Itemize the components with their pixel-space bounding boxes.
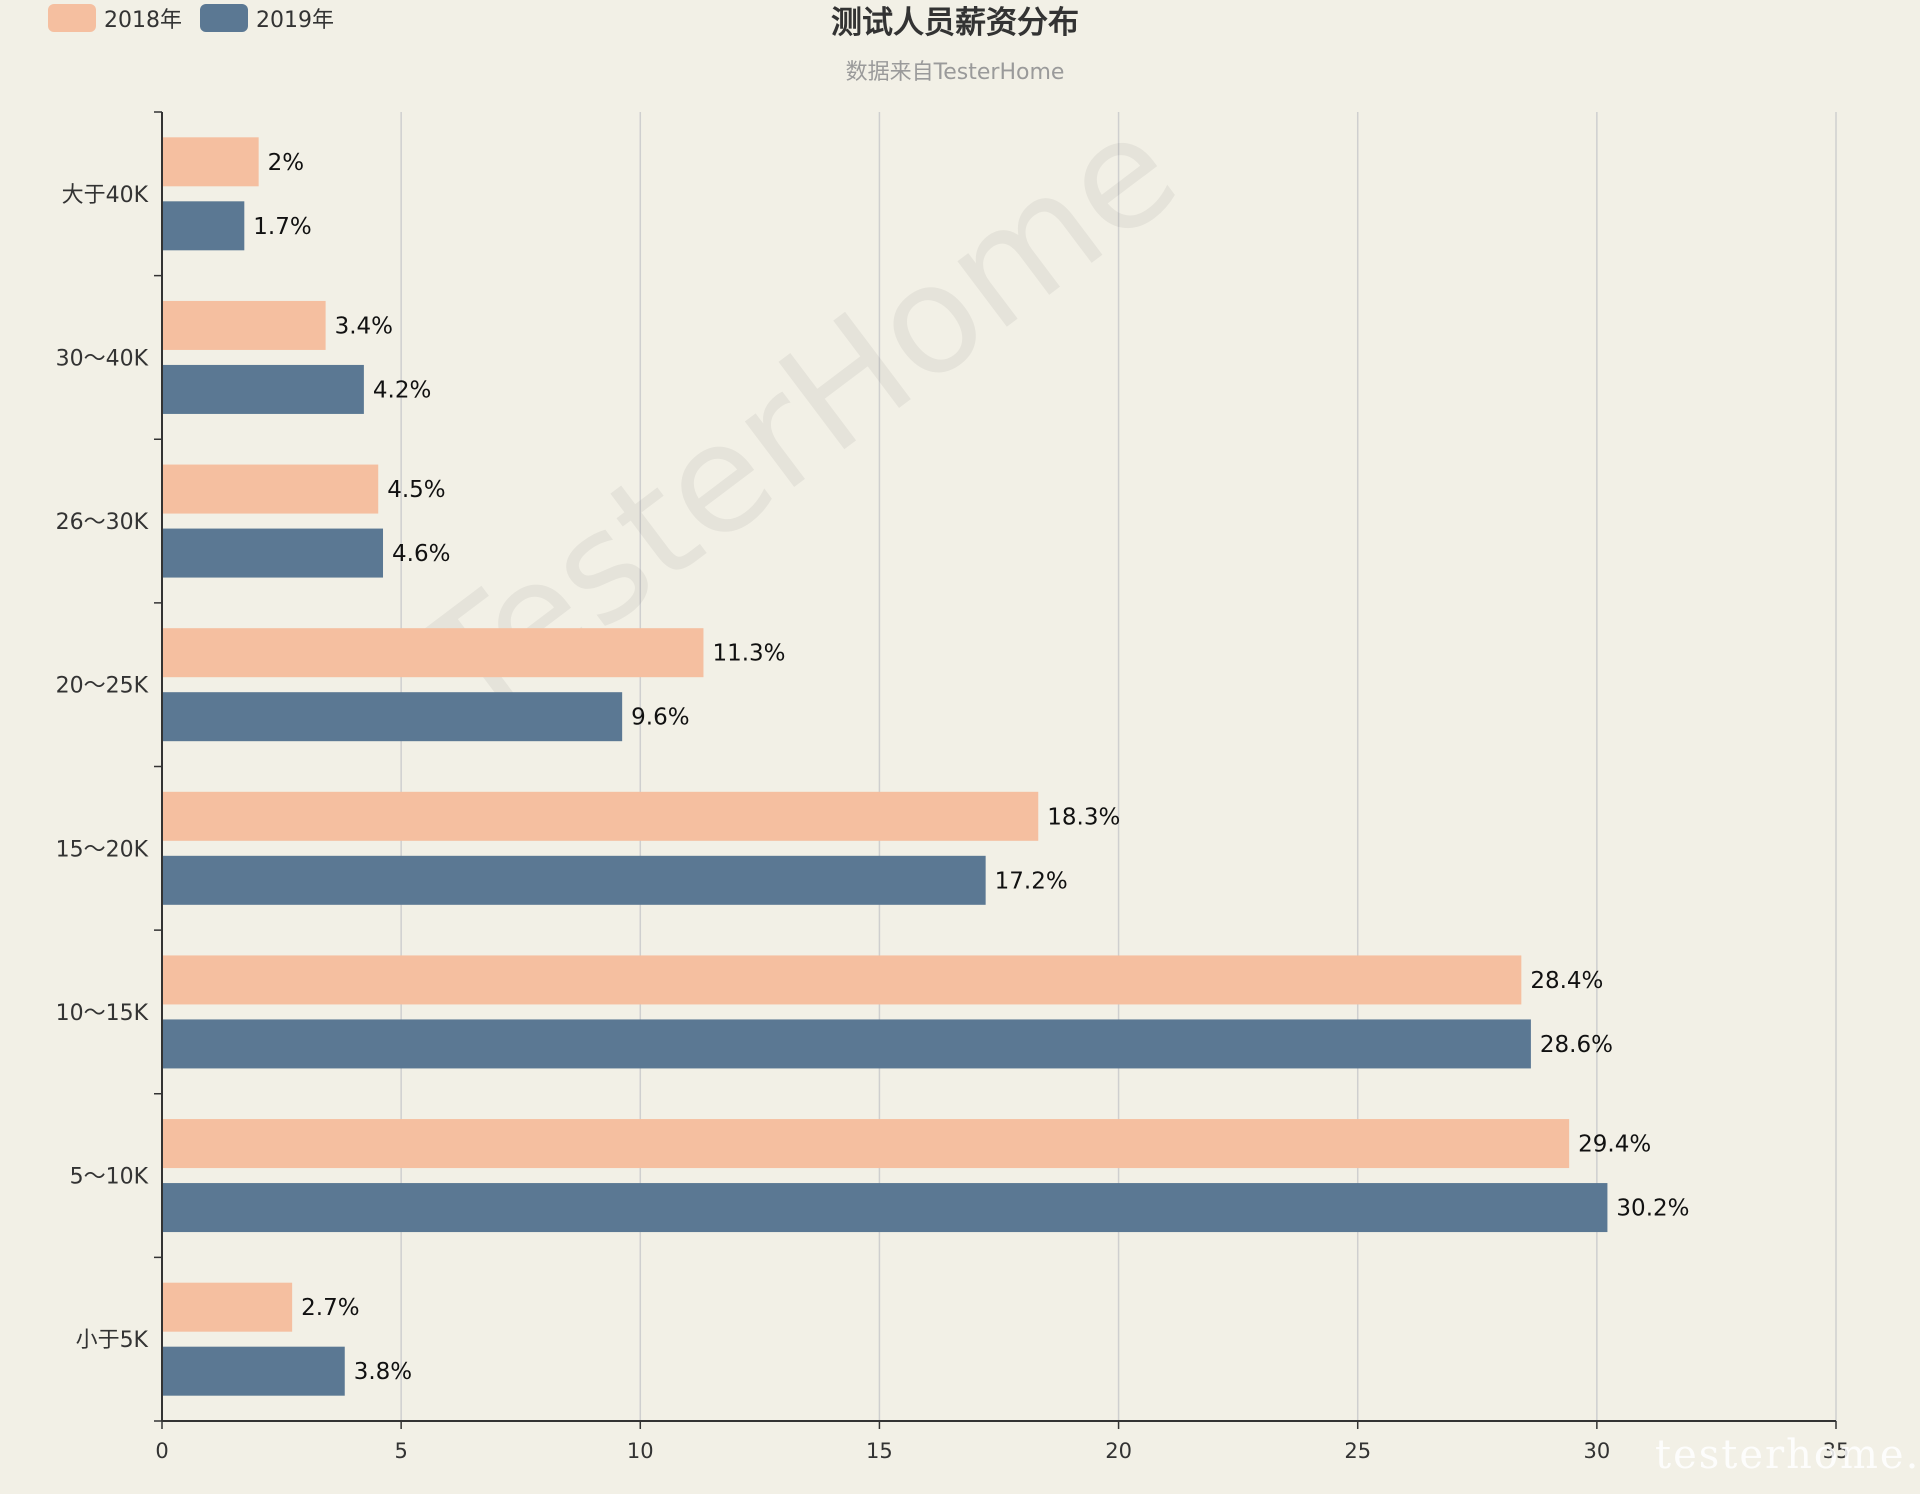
bar-2018-7[interactable]: [163, 1282, 293, 1332]
x-tick-label-25: 25: [1344, 1439, 1371, 1463]
legend-swatch-2018: [48, 4, 96, 32]
category-label: 5～10K: [70, 1165, 149, 1190]
bar-2018-5[interactable]: [163, 955, 1522, 1005]
data-label: 3.4%: [335, 313, 393, 339]
data-label: 28.6%: [1540, 1032, 1613, 1058]
data-label: 3.8%: [354, 1359, 412, 1385]
data-label: 18.3%: [1047, 804, 1120, 830]
x-tick-label-10: 10: [627, 1439, 654, 1463]
axis-layer: 0 5 10 15 20 25 30 35 大于40K 30～40K 26～30K 20～25K 15～…: [56, 111, 1850, 1463]
data-label: 28.4%: [1530, 968, 1603, 994]
data-label: 4.6%: [392, 541, 450, 567]
bar-2018-2[interactable]: [163, 464, 379, 514]
bar-2019-2[interactable]: [163, 528, 384, 578]
legend-label-2018: 2018年: [104, 8, 182, 33]
x-tick-label-30: 30: [1583, 1439, 1610, 1463]
legend-swatch-2019: [200, 4, 248, 32]
bar-2018-6[interactable]: [163, 1119, 1570, 1169]
bar-2019-3[interactable]: [163, 692, 623, 742]
corner-watermark: testerhome.com: [1655, 1432, 1920, 1478]
category-label: 26～30K: [56, 510, 149, 535]
bar-2019-5[interactable]: [163, 1019, 1531, 1069]
category-label: 20～25K: [56, 674, 149, 699]
grid-layer: [400, 112, 1837, 1421]
data-label: 2%: [268, 150, 305, 176]
x-tick-label-5: 5: [394, 1439, 407, 1463]
category-label: 10～15K: [56, 1001, 149, 1026]
x-tick-label-0: 0: [155, 1439, 168, 1463]
bar-2018-4[interactable]: [163, 791, 1039, 841]
chart-subtitle: 数据来自TesterHome: [846, 60, 1065, 85]
bar-2018-3[interactable]: [163, 628, 704, 678]
x-tick-label-35: 35: [1823, 1439, 1850, 1463]
category-label: 小于5K: [76, 1328, 149, 1353]
bar-2019-4[interactable]: [163, 855, 986, 905]
label-layer: 2% 1.7% 3.4% 4.2% 4.5% 4.6% 11.3% 9.6% 18.3% 17.2…: [253, 150, 1689, 1385]
x-tick-label-15: 15: [866, 1439, 893, 1463]
data-label: 9.6%: [631, 705, 689, 731]
category-label: 大于40K: [62, 183, 149, 208]
data-label: 1.7%: [253, 214, 311, 240]
legend: 2018年 2019年: [48, 4, 334, 33]
data-label: 17.2%: [995, 868, 1068, 894]
data-label: 30.2%: [1616, 1196, 1689, 1222]
data-label: 4.5%: [387, 477, 445, 503]
bar-2018-1[interactable]: [163, 300, 326, 350]
legend-item-2018[interactable]: 2018年: [48, 4, 182, 33]
bar-2019-7[interactable]: [163, 1346, 345, 1396]
legend-label-2019: 2019年: [256, 8, 334, 33]
x-tick-label-20: 20: [1105, 1439, 1132, 1463]
chart-title: 测试人员薪资分布: [831, 5, 1079, 41]
category-label: 15～20K: [56, 837, 149, 862]
bar-2019-1[interactable]: [163, 364, 364, 414]
data-label: 29.4%: [1578, 1132, 1651, 1158]
bar-layer: [163, 137, 1608, 1396]
bar-2019-6[interactable]: [163, 1183, 1608, 1233]
legend-item-2019[interactable]: 2019年: [200, 4, 334, 33]
data-label: 4.2%: [373, 377, 431, 403]
bar-2018-0[interactable]: [163, 137, 259, 187]
bar-2019-0[interactable]: [163, 201, 245, 251]
data-label: 2.7%: [301, 1295, 359, 1321]
category-label: 30～40K: [56, 346, 149, 371]
data-label: 11.3%: [712, 641, 785, 667]
